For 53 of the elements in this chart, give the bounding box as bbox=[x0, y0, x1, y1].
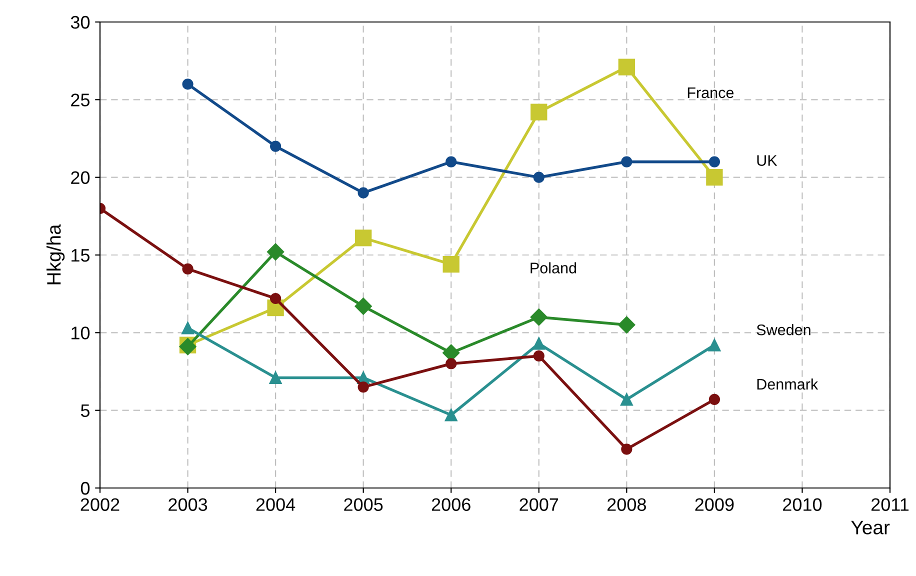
x-tick-label: 2006 bbox=[432, 498, 470, 511]
y-tick-label: 0 bbox=[80, 482, 90, 495]
point bbox=[530, 104, 548, 120]
y-tick-label: 15 bbox=[72, 249, 90, 262]
x-tick-label: 2002 bbox=[80, 498, 120, 511]
point bbox=[182, 322, 194, 334]
point bbox=[442, 256, 460, 273]
point bbox=[621, 156, 632, 168]
point bbox=[708, 394, 720, 406]
x-tick-label: 2011 bbox=[871, 498, 909, 511]
y-tick-label: 10 bbox=[72, 326, 90, 340]
x-axis-title: Year bbox=[851, 520, 890, 534]
point bbox=[706, 169, 723, 186]
text: Sweden bbox=[756, 324, 810, 336]
x-tick-label: 2010 bbox=[783, 498, 822, 511]
y-tick-label: 30 bbox=[70, 16, 90, 29]
point bbox=[446, 156, 457, 168]
point bbox=[354, 298, 372, 315]
point bbox=[618, 316, 636, 334]
point bbox=[182, 263, 194, 275]
text: Denmark bbox=[757, 378, 818, 390]
point bbox=[533, 172, 544, 183]
point bbox=[621, 444, 632, 455]
x-tick-label: 2007 bbox=[520, 498, 558, 511]
x-tick-label: 2008 bbox=[607, 498, 646, 511]
point bbox=[620, 393, 633, 406]
x-tick-label: 2003 bbox=[168, 498, 208, 511]
point bbox=[446, 358, 457, 370]
x-tick-label: 2005 bbox=[344, 498, 383, 511]
series-label: France bbox=[688, 87, 734, 98]
text: Poland bbox=[530, 262, 576, 274]
point bbox=[269, 371, 282, 384]
point bbox=[708, 156, 720, 168]
x-tick-label: 2009 bbox=[695, 498, 734, 511]
point bbox=[267, 243, 284, 260]
point bbox=[355, 230, 372, 246]
x-tick-label: 2004 bbox=[256, 498, 296, 511]
point bbox=[270, 292, 282, 304]
point bbox=[532, 337, 546, 350]
point bbox=[270, 140, 282, 152]
y-tick-label: 5 bbox=[80, 404, 90, 418]
y-tick-label: 25 bbox=[71, 94, 90, 106]
point bbox=[358, 187, 369, 198]
y-tick-label: 20 bbox=[71, 171, 90, 184]
point bbox=[358, 381, 369, 393]
y-axis-title: Hkg/ha bbox=[46, 224, 65, 284]
point bbox=[444, 408, 458, 422]
point bbox=[618, 58, 635, 76]
point bbox=[182, 78, 194, 90]
point bbox=[530, 308, 548, 326]
text: UK bbox=[757, 155, 778, 166]
point bbox=[708, 338, 721, 352]
point bbox=[533, 350, 544, 362]
